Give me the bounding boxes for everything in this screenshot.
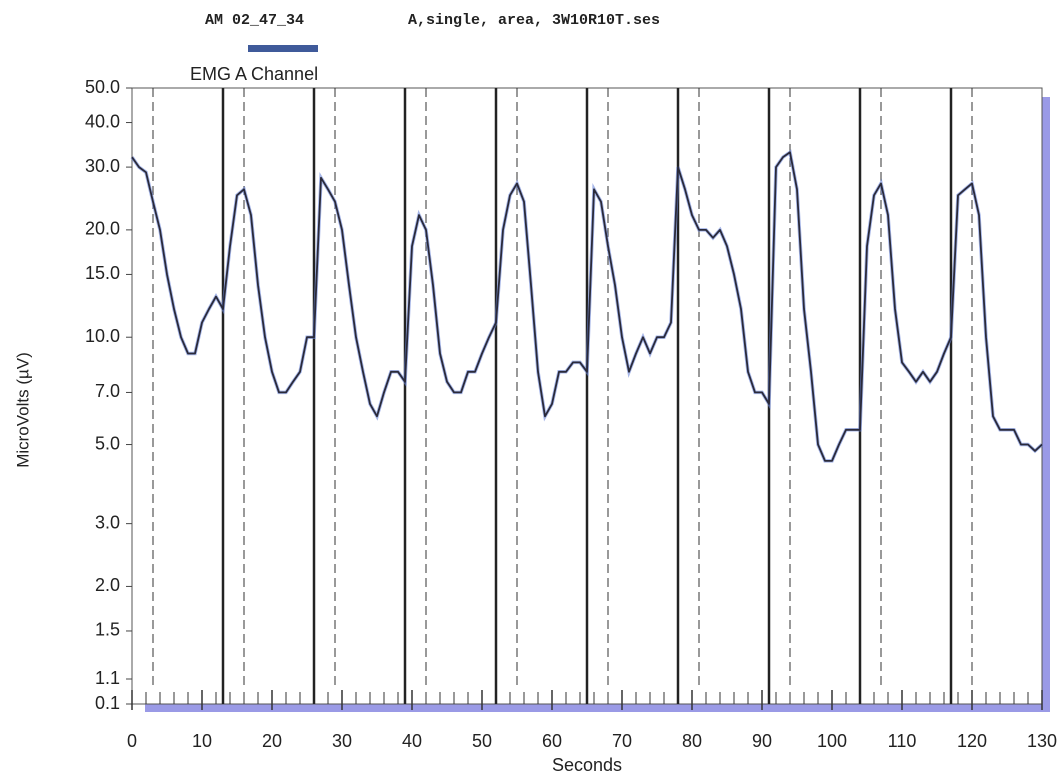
x-tick-label: 70 (612, 731, 632, 751)
x-tick-label: 110 (888, 731, 917, 751)
y-tick-label: 15.0 (85, 263, 120, 283)
x-tick-label: 120 (957, 731, 987, 751)
session-time: AM 02_47_34 (205, 12, 304, 29)
frame-shadow-right (1042, 97, 1050, 712)
y-tick-label: 1.5 (95, 620, 120, 640)
y-tick-label: 1.1 (95, 668, 120, 688)
y-tick-label: 7.0 (95, 381, 120, 401)
y-tick-label: 40.0 (85, 111, 120, 131)
y-axis-label: MicroVolts (µV) (13, 352, 32, 468)
x-tick-label: 40 (402, 731, 422, 751)
y-tick-label: 20.0 (85, 219, 120, 239)
y-tick-label: 5.0 (95, 433, 120, 453)
time-bar (248, 45, 318, 52)
chart-title: EMG A Channel (190, 64, 318, 84)
x-tick-label: 50 (472, 731, 492, 751)
x-tick-label: 130 (1027, 731, 1057, 751)
frame-shadow-bottom (145, 704, 1050, 712)
x-tick-label: 100 (817, 731, 847, 751)
y-tick-label: 10.0 (85, 326, 120, 346)
y-tick-label: 50.0 (85, 77, 120, 97)
session-info: A,single, area, 3W10R10T.ses (408, 12, 660, 29)
x-tick-label: 80 (682, 731, 702, 751)
x-tick-label: 30 (332, 731, 352, 751)
x-tick-label: 10 (192, 731, 212, 751)
y-tick-label: 2.0 (95, 575, 120, 595)
x-tick-label: 60 (542, 731, 562, 751)
x-tick-label: 20 (262, 731, 282, 751)
y-tick-label: 30.0 (85, 156, 120, 176)
x-tick-label: 0 (127, 731, 137, 751)
x-tick-label: 90 (752, 731, 772, 751)
emg-trace (131, 151, 1043, 462)
x-axis-label: Seconds (552, 755, 622, 775)
y-tick-label: 3.0 (95, 512, 120, 532)
y-tick-label: 0.1 (95, 693, 120, 713)
